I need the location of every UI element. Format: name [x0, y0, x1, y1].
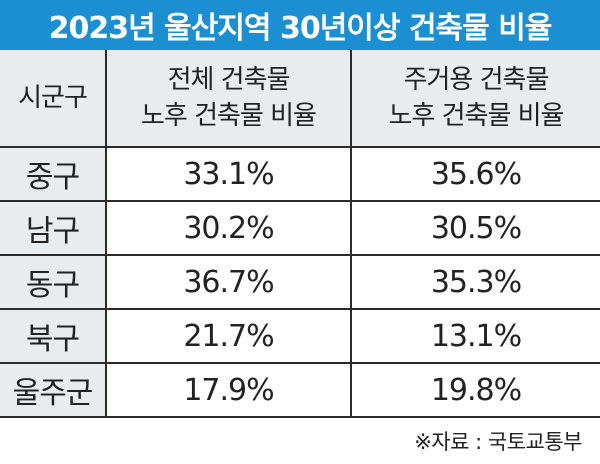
- table-row: 중구 33.1% 35.6%: [0, 147, 600, 202]
- header-total-line1: 전체 건축물: [167, 65, 291, 95]
- header-residential-line1: 주거용 건축물: [403, 65, 550, 95]
- region-cell: 북구: [0, 309, 107, 364]
- header-row: 시군구 전체 건축물 노후 건축물 비율 주거용 건축물 노후 건축물 비율: [0, 50, 600, 148]
- data-table: 시군구 전체 건축물 노후 건축물 비율 주거용 건축물 노후 건축물 비율 중…: [0, 50, 600, 418]
- region-cell: 남구: [0, 201, 107, 256]
- total-ratio-cell: 36.7%: [106, 255, 352, 310]
- table-row: 남구 30.2% 30.5%: [0, 201, 600, 256]
- total-ratio-cell: 30.2%: [106, 201, 352, 256]
- total-ratio-cell: 17.9%: [106, 363, 352, 418]
- header-residential: 주거용 건축물 노후 건축물 비율: [351, 50, 600, 148]
- region-cell: 중구: [0, 147, 107, 202]
- table-row: 북구 21.7% 13.1%: [0, 309, 600, 364]
- chart-title: 2023년 울산지역 30년이상 건축물 비율: [0, 0, 600, 50]
- total-ratio-cell: 33.1%: [106, 147, 352, 202]
- header-residential-line2: 노후 건축물 비율: [388, 101, 565, 131]
- residential-ratio-cell: 30.5%: [351, 201, 600, 256]
- residential-ratio-cell: 13.1%: [351, 309, 600, 364]
- residential-ratio-cell: 35.3%: [351, 255, 600, 310]
- header-total: 전체 건축물 노후 건축물 비율: [106, 50, 352, 148]
- residential-ratio-cell: 19.8%: [351, 363, 600, 418]
- table-row: 울주군 17.9% 19.8%: [0, 363, 600, 418]
- header-region-label: 시군구: [18, 83, 88, 113]
- header-region: 시군구: [0, 50, 107, 148]
- region-cell: 동구: [0, 255, 107, 310]
- source-note: ※자료 : 국토교통부: [414, 430, 582, 454]
- region-cell: 울주군: [0, 363, 107, 418]
- total-ratio-cell: 21.7%: [106, 309, 352, 364]
- residential-ratio-cell: 35.6%: [351, 147, 600, 202]
- table-row: 동구 36.7% 35.3%: [0, 255, 600, 310]
- header-total-line2: 노후 건축물 비율: [141, 101, 317, 131]
